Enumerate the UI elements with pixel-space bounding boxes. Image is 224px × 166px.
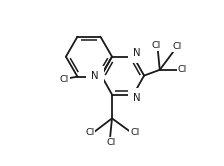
Text: Cl: Cl — [178, 65, 187, 74]
Text: N: N — [91, 71, 99, 81]
Text: N: N — [133, 48, 141, 58]
Text: Cl: Cl — [130, 128, 140, 137]
Text: Cl: Cl — [60, 75, 69, 84]
Text: Cl: Cl — [106, 138, 116, 147]
Text: Cl: Cl — [173, 42, 182, 51]
Text: N: N — [133, 93, 141, 103]
Text: Cl: Cl — [85, 128, 94, 137]
Text: Cl: Cl — [151, 41, 161, 50]
